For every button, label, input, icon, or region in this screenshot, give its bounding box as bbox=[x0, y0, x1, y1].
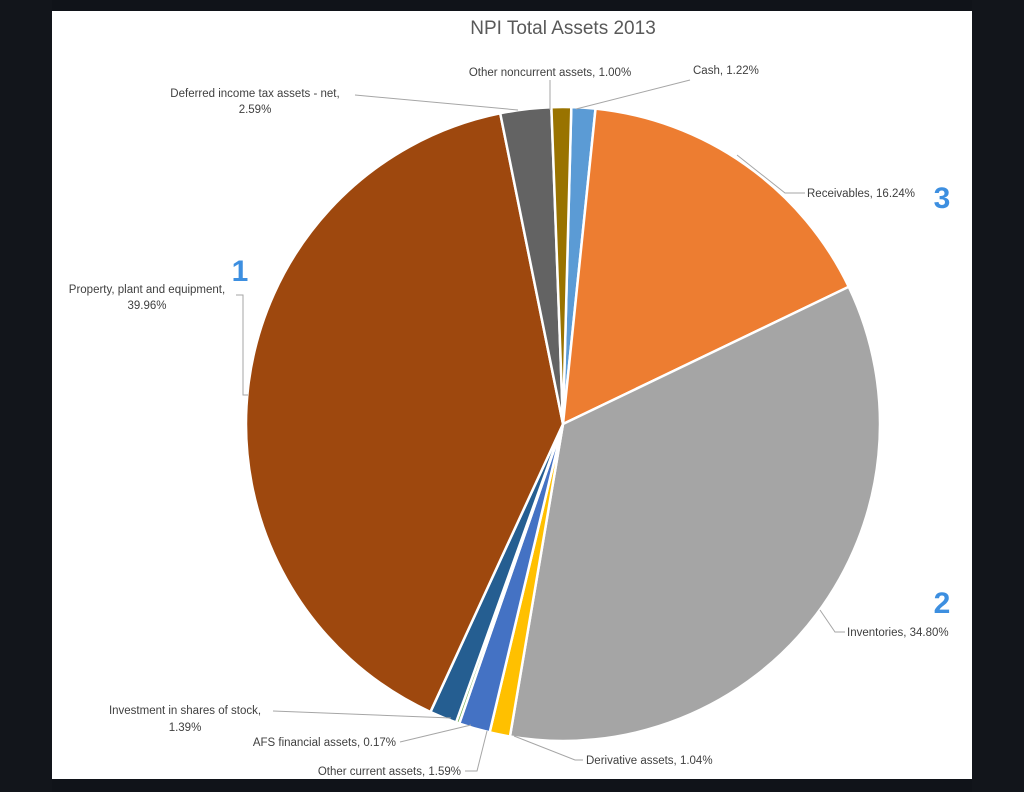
label-investment-line2: 1.39% bbox=[169, 722, 202, 734]
label-deferred-line2: 2.59% bbox=[239, 104, 272, 116]
leader-ppe bbox=[236, 294, 248, 396]
left-letterbox bbox=[0, 0, 52, 792]
label-cash: Cash, 1.22% bbox=[693, 65, 759, 77]
leader-receivables bbox=[736, 154, 805, 194]
pie-slice-other-noncurrent bbox=[550, 105, 573, 425]
leader-other-current bbox=[465, 730, 488, 772]
chart-title: NPI Total Assets 2013 bbox=[470, 18, 656, 39]
label-ppe-line2: 39.96% bbox=[127, 300, 166, 312]
rank-marker-2: 2 bbox=[934, 587, 951, 620]
leader-deferred bbox=[354, 94, 519, 111]
right-letterbox bbox=[972, 0, 1024, 792]
label-investment-line1: Investment in shares of stock, bbox=[109, 705, 261, 717]
label-deferred-line1: Deferred income tax assets - net, bbox=[170, 88, 339, 100]
label-receivables: Receivables, 16.24% bbox=[807, 188, 915, 200]
label-inventories: Inventories, 34.80% bbox=[847, 627, 949, 639]
leader-afs bbox=[399, 724, 472, 743]
leader-cash bbox=[575, 79, 691, 110]
label-other-noncurrent: Other noncurrent assets, 1.00% bbox=[469, 67, 631, 79]
rank-marker-3: 3 bbox=[934, 182, 951, 215]
pie-slices bbox=[244, 105, 882, 743]
leader-derivative bbox=[513, 735, 583, 761]
label-ppe-line1: Property, plant and equipment, bbox=[69, 284, 225, 296]
rank-marker-1: 1 bbox=[232, 255, 249, 288]
label-other-current: Other current assets, 1.59% bbox=[318, 766, 461, 778]
leader-inventories bbox=[819, 609, 845, 633]
pie-slice-inventories bbox=[508, 285, 882, 743]
rank-annotations: 1 2 3 bbox=[232, 182, 951, 620]
label-derivative: Derivative assets, 1.04% bbox=[586, 755, 713, 767]
data-labels: Cash, 1.22% Other noncurrent assets, 1.0… bbox=[69, 65, 949, 778]
leader-lines bbox=[236, 79, 845, 772]
leader-investment bbox=[272, 710, 452, 719]
pie-slice-receivables bbox=[561, 107, 851, 427]
pie-slice-ppe bbox=[244, 111, 565, 714]
label-afs: AFS financial assets, 0.17% bbox=[253, 737, 396, 749]
